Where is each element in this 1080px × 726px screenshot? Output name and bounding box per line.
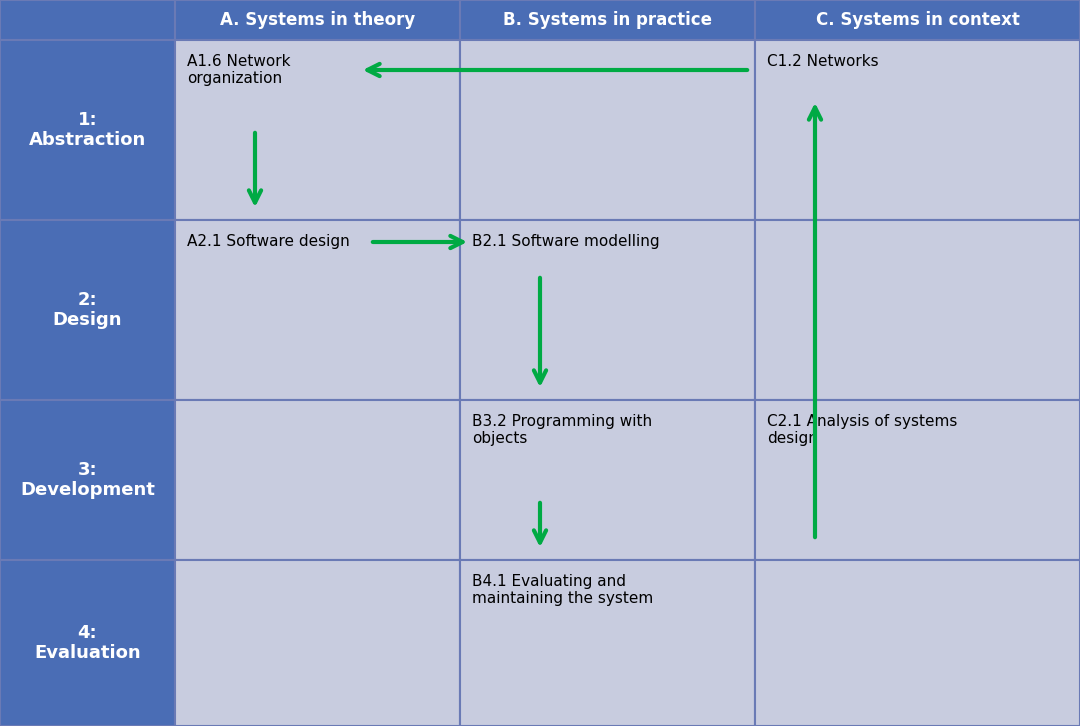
Text: A1.6 Network
organization: A1.6 Network organization	[187, 54, 291, 86]
Bar	[460, 0, 755, 40]
Bar	[460, 400, 755, 560]
Text: B3.2 Programming with
objects: B3.2 Programming with objects	[472, 414, 652, 446]
Bar	[0, 400, 175, 560]
Bar	[755, 0, 1080, 40]
Bar	[0, 40, 175, 220]
Bar	[460, 560, 755, 726]
Bar	[175, 560, 460, 726]
Text: B4.1 Evaluating and
maintaining the system: B4.1 Evaluating and maintaining the syst…	[472, 574, 653, 606]
Text: C1.2 Networks: C1.2 Networks	[767, 54, 879, 69]
Bar	[175, 220, 460, 400]
Text: C. Systems in context: C. Systems in context	[815, 11, 1020, 29]
Text: 2:
Design: 2: Design	[53, 290, 122, 330]
Bar	[755, 400, 1080, 560]
Bar	[0, 220, 175, 400]
Bar	[175, 400, 460, 560]
Bar	[755, 40, 1080, 220]
Bar	[175, 0, 460, 40]
Bar	[0, 0, 175, 40]
Bar	[0, 560, 175, 726]
Text: B2.1 Software modelling: B2.1 Software modelling	[472, 234, 660, 249]
Bar	[755, 220, 1080, 400]
Bar	[460, 40, 755, 220]
Text: 1:
Abstraction: 1: Abstraction	[29, 110, 146, 150]
Bar	[460, 220, 755, 400]
Text: C2.1 Analysis of systems
design: C2.1 Analysis of systems design	[767, 414, 957, 446]
Bar	[175, 40, 460, 220]
Text: A2.1 Software design: A2.1 Software design	[187, 234, 350, 249]
Text: 3:
Development: 3: Development	[21, 460, 154, 499]
Bar	[755, 560, 1080, 726]
Text: 4:
Evaluation: 4: Evaluation	[35, 624, 140, 662]
Text: A. Systems in theory: A. Systems in theory	[220, 11, 415, 29]
Text: B. Systems in practice: B. Systems in practice	[503, 11, 712, 29]
